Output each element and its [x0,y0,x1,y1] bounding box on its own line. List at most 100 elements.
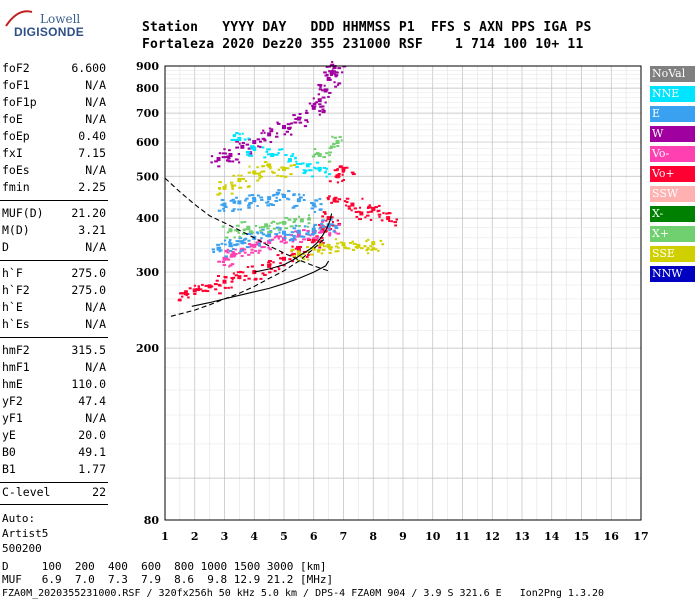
echo-pixel [238,161,241,164]
echo-pixel [366,211,370,214]
echo-pixel [224,250,229,253]
param-name: h`F2 [2,283,30,297]
echo-pixel [241,242,245,245]
echo-pixel [244,242,247,245]
echo-pixel [342,170,345,173]
echo-pixel [325,230,328,233]
param-value: N/A [85,163,106,177]
echo-pixel [328,247,331,250]
param-name: B1 [2,462,16,476]
param-yf2: yF2 47.4 [2,394,106,411]
echo-pixel [224,255,228,258]
echo-pixel [328,180,332,183]
distance-row: D 100 200 400 600 800 1000 1500 3000 [km… [2,560,327,573]
echo-point [267,132,272,137]
echo-pixel [277,168,281,171]
echo-pixel [367,205,371,208]
echo-pixel [238,133,241,136]
echo-pixel [337,198,342,201]
echo-pixel [363,245,367,248]
echo-pixel [229,253,233,256]
echo-pixel [285,197,289,200]
echo-pixel [300,196,303,199]
echo-pixel [319,236,324,239]
echo-pixel [332,230,336,233]
echo-pixel [253,278,258,281]
echo-pixel [256,138,261,141]
echo-pixel [366,246,370,249]
echo-pixel [328,151,332,154]
echo-pixel [231,160,235,163]
echo-pixel [341,167,346,170]
echo-pixel [230,286,233,289]
echo-pixel [279,257,282,260]
echo-pixel [245,246,250,249]
echo-pixel [302,253,306,256]
echo-pixel [243,138,247,141]
param-name: hmE [2,377,23,391]
echo-point [228,242,233,247]
echo-pixel [279,175,284,178]
echo-pixel [329,228,333,231]
echo-pixel [293,220,297,223]
echo-pixel [275,153,279,156]
echo-pixel [240,221,244,224]
echo-pixel [262,170,266,173]
echo-pixel [267,230,270,233]
echo-pixel [288,258,292,261]
echo-point [305,163,310,168]
echo-pixel [333,225,338,228]
echo-point [317,98,322,103]
echo-pixel [230,184,233,187]
echo-pixel [242,238,246,241]
echo-pixel [228,265,231,268]
legend-item-sse: SSE [650,246,695,262]
echo-pixel [273,269,277,272]
echo-pixel [223,276,228,279]
echo-pixel [328,251,332,254]
echo-pixel [310,202,314,205]
echo-point [282,256,286,261]
echo-pixel [256,204,259,207]
echo-pixel [275,193,279,196]
echo-pixel [218,152,222,155]
echo-pixel [238,240,242,243]
echo-pixel [222,207,226,210]
echo-pixel [233,236,236,239]
echo-pixel [292,234,296,237]
echo-point [192,288,197,293]
echo-pixel [227,157,231,160]
echo-pixel [332,72,336,75]
echo-pixel [232,248,235,251]
echo-pixel [354,211,358,214]
echo-point [282,220,286,225]
echo-pixel [308,214,311,217]
echo-pixel [297,225,301,228]
echo-pixel [265,201,269,204]
echo-pixel [258,239,262,242]
echo-pixel [305,232,309,235]
echo-pixel [308,169,312,172]
echo-pixel [385,212,389,215]
echo-pixel [364,216,367,219]
echo-pixel [329,78,332,81]
echo-point [335,140,340,145]
echo-pixel [263,241,267,244]
param-name: yF2 [2,394,23,408]
echo-pixel [262,165,266,168]
echo-pixel [258,174,262,177]
echo-pixel [247,185,251,188]
echo-pixel [205,290,210,293]
echo-pixel [296,250,301,253]
echo-pixel [218,284,222,287]
legend-item-w: W [650,126,695,142]
echo-pixel [237,152,241,155]
echo-pixel [269,263,272,266]
y-tick-label: 800 [136,82,159,95]
echo-pixel [284,216,289,219]
echo-point [282,236,286,241]
echo-point [237,178,242,183]
echo-pixel [223,205,228,208]
echo-pixel [241,132,244,135]
echo-pixel [254,224,258,227]
